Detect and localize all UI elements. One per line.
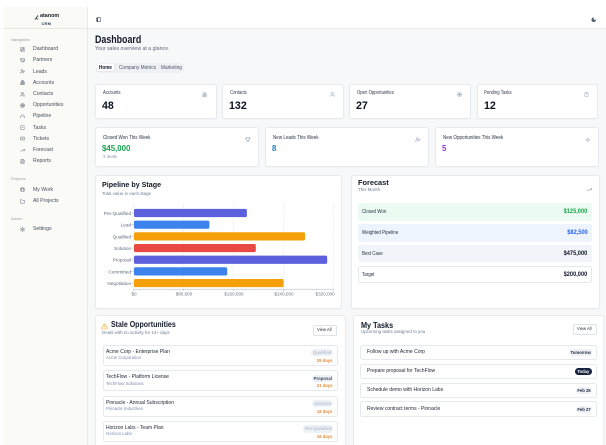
svg-text:Committed: Committed [108, 269, 131, 274]
svg-text:$240,000: $240,000 [274, 292, 294, 297]
svg-text:$0: $0 [131, 292, 137, 297]
svg-text:Negotiation: Negotiation [107, 281, 131, 286]
svg-text:$80,000: $80,000 [176, 292, 193, 297]
svg-text:Solution: Solution [114, 246, 131, 251]
svg-text:Pre-Qualified: Pre-Qualified [104, 211, 132, 216]
svg-text:$160,000: $160,000 [224, 292, 244, 297]
svg-text:Lead: Lead [121, 223, 132, 228]
svg-text:Proposal: Proposal [113, 258, 132, 263]
svg-text:Qualified: Qualified [113, 234, 132, 239]
svg-text:$320,000: $320,000 [316, 292, 336, 297]
